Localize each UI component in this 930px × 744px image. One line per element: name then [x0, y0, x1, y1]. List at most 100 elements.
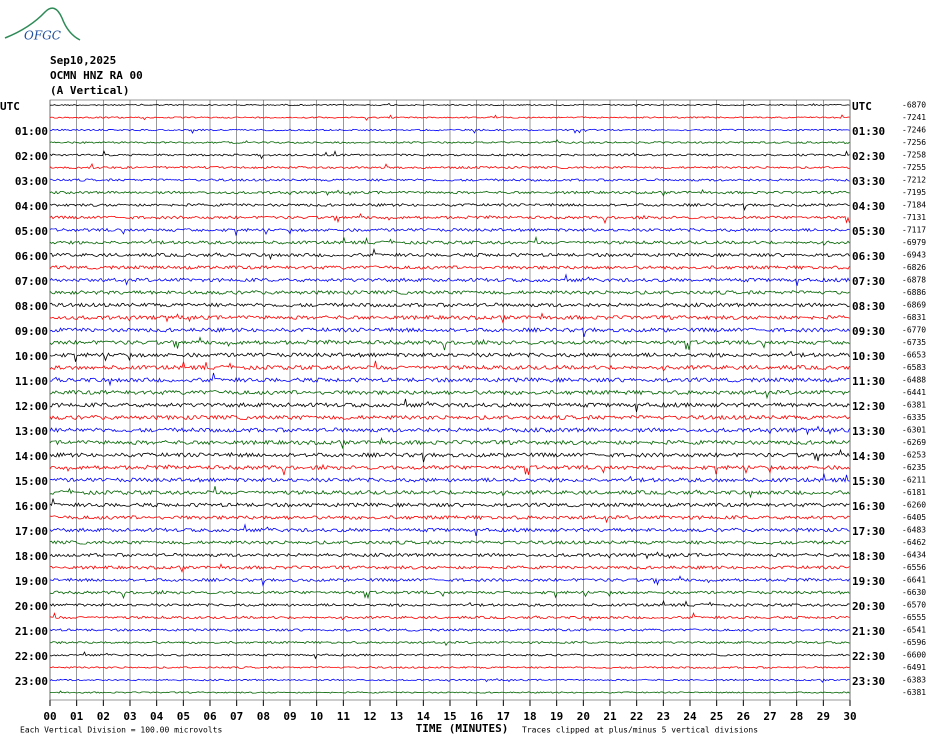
trace [49, 551, 850, 560]
trace [49, 414, 850, 421]
trace [49, 264, 850, 270]
offset-label: -7246 [902, 126, 926, 135]
right-time-label: 03:30 [852, 175, 885, 188]
left-time-label: 06:00 [15, 250, 48, 263]
right-time-label: 02:30 [852, 150, 885, 163]
x-tick-label: 01 [70, 710, 84, 723]
offset-label: -6381 [902, 688, 926, 697]
trace [49, 372, 850, 387]
trace [49, 540, 850, 545]
offset-label: -6878 [902, 276, 926, 285]
offset-label: -6488 [902, 376, 926, 385]
x-tick-label: 04 [150, 710, 164, 723]
offset-label: -7241 [902, 113, 926, 122]
left-time-label: 09:00 [15, 325, 48, 338]
trace [49, 188, 850, 197]
left-time-label: 07:00 [15, 275, 48, 288]
trace [49, 202, 850, 212]
trace [49, 651, 850, 660]
offset-label: -6869 [902, 301, 926, 310]
footer-left: Each Vertical Division = 100.00 microvol… [20, 726, 222, 735]
x-tick-label: 07 [230, 710, 243, 723]
trace [49, 336, 850, 351]
trace [49, 247, 850, 261]
offset-label: -7212 [902, 176, 926, 185]
offset-label: -6556 [902, 563, 926, 572]
trace [49, 589, 850, 600]
x-tick-label: 09 [283, 710, 296, 723]
x-tick-label: 22 [630, 710, 643, 723]
offset-label: -6253 [902, 451, 926, 460]
right-time-label: 16:30 [852, 500, 885, 513]
x-tick-label: 19 [550, 710, 563, 723]
left-time-label: 16:00 [15, 500, 48, 513]
offset-label: -6653 [902, 351, 926, 360]
right-time-label: 18:30 [852, 550, 885, 563]
right-time-label: 14:30 [852, 450, 885, 463]
right-time-label: 17:30 [852, 525, 885, 538]
offset-label: -6596 [902, 638, 926, 647]
left-time-label: 22:00 [15, 650, 48, 663]
trace [49, 523, 850, 536]
left-time-label: 10:00 [15, 350, 48, 363]
trace [49, 326, 850, 338]
left-time-label: 08:00 [15, 300, 48, 313]
offset-label: -6831 [902, 313, 926, 322]
plot-frame [49, 99, 851, 701]
left-time-label: 20:00 [15, 600, 48, 613]
offset-label: -6886 [902, 288, 926, 297]
trace [49, 575, 850, 587]
x-tick-label: 30 [843, 710, 856, 723]
offset-label: -6735 [902, 338, 926, 347]
x-tick-label: 03 [123, 710, 136, 723]
trace [49, 162, 850, 170]
right-time-label: 09:30 [852, 325, 885, 338]
x-tick-label: 21 [603, 710, 617, 723]
trace [49, 486, 850, 499]
x-tick-label: 13 [390, 710, 403, 723]
offset-label: -7255 [902, 163, 926, 172]
header-line: (A Vertical) [50, 84, 129, 97]
trace [49, 563, 850, 573]
x-tick-label: 08 [257, 710, 270, 723]
offset-label: -6541 [902, 626, 926, 635]
offset-label: -6770 [902, 326, 926, 335]
offset-label: -6235 [902, 463, 926, 472]
trace [49, 612, 850, 622]
right-time-label: 05:30 [852, 225, 885, 238]
right-time-label: 20:30 [852, 600, 885, 613]
x-label: TIME (MINUTES) [416, 722, 509, 735]
offset-label: -6630 [902, 588, 926, 597]
right-time-label: 12:30 [852, 400, 885, 413]
logo-arc [4, 7, 81, 41]
offset-label: -6943 [902, 251, 926, 260]
left-time-label: 03:00 [15, 175, 48, 188]
trace [49, 436, 850, 450]
trace [49, 128, 850, 134]
left-time-label: 01:00 [15, 125, 48, 138]
x-tick-label: 17 [497, 710, 510, 723]
header-line: Sep10,2025 [50, 54, 116, 67]
trace [49, 678, 850, 683]
offset-label: -6491 [902, 663, 926, 672]
trace [49, 273, 850, 286]
offset-label: -6301 [902, 426, 926, 435]
x-tick-label: 10 [310, 710, 323, 723]
trace [49, 312, 850, 324]
x-tick-label: 06 [203, 710, 217, 723]
offset-label: -6434 [902, 551, 926, 560]
left-time-label: 17:00 [15, 525, 48, 538]
x-tick-label: 16 [470, 710, 484, 723]
left-time-label: 12:00 [15, 400, 48, 413]
offset-label: -6583 [902, 363, 926, 372]
trace [49, 498, 850, 508]
offset-label: -6335 [902, 413, 926, 422]
right-time-label: 06:30 [852, 250, 885, 263]
right-time-label: 11:30 [852, 375, 885, 388]
trace [49, 213, 850, 225]
trace [49, 302, 850, 308]
trace [50, 640, 850, 647]
x-tick-label: 12 [363, 710, 376, 723]
x-tick-label: 27 [763, 710, 776, 723]
logo: OFGC [24, 29, 61, 43]
